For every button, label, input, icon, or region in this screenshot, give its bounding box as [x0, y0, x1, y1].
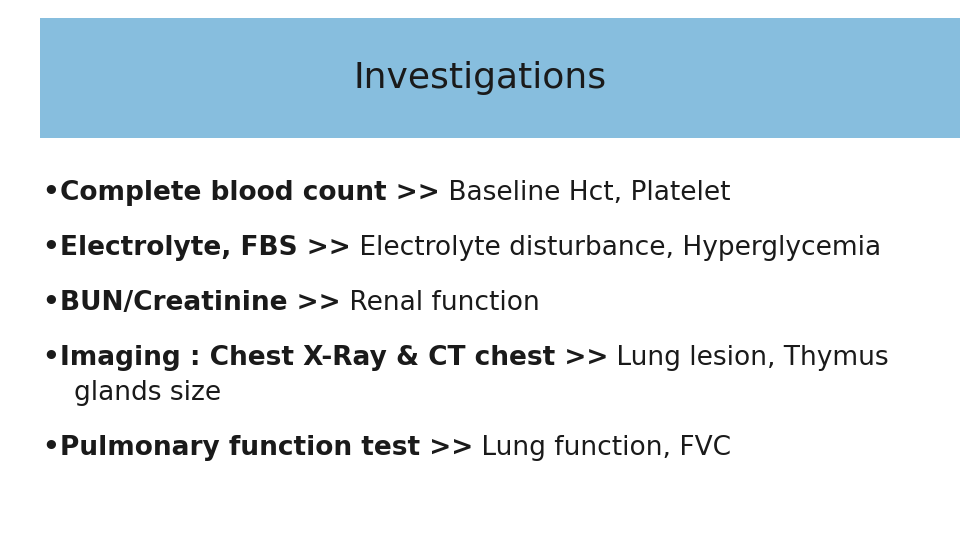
Text: Imaging : Chest X-Ray & CT chest >>: Imaging : Chest X-Ray & CT chest >> — [60, 345, 609, 371]
Bar — [40, 18, 960, 138]
Text: Electrolyte disturbance, Hyperglycemia: Electrolyte disturbance, Hyperglycemia — [350, 235, 881, 261]
Text: glands size: glands size — [74, 380, 221, 406]
Text: Electrolyte, FBS >>: Electrolyte, FBS >> — [60, 235, 350, 261]
Text: •: • — [42, 290, 59, 316]
Text: •: • — [42, 180, 59, 206]
Text: Investigations: Investigations — [353, 61, 607, 95]
Text: BUN/Creatinine >>: BUN/Creatinine >> — [60, 290, 341, 316]
Text: Lung function, FVC: Lung function, FVC — [473, 435, 732, 461]
Text: Pulmonary function test >>: Pulmonary function test >> — [60, 435, 473, 461]
Text: •: • — [42, 435, 59, 461]
Text: •: • — [42, 235, 59, 261]
Text: Baseline Hct, Platelet: Baseline Hct, Platelet — [440, 180, 731, 206]
Text: Renal function: Renal function — [341, 290, 540, 316]
Text: Lung lesion, Thymus: Lung lesion, Thymus — [609, 345, 889, 371]
Text: •: • — [42, 345, 59, 371]
Text: Complete blood count >>: Complete blood count >> — [60, 180, 440, 206]
